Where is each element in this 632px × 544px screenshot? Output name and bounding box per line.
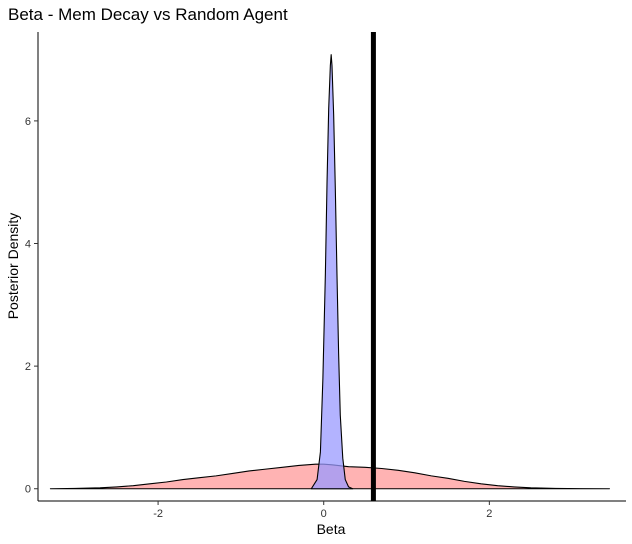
density-series-layer [49,54,610,490]
chart-title: Beta - Mem Decay vs Random Agent [8,5,288,24]
x-tick-label: -2 [153,508,163,520]
y-tick-label: 4 [25,239,31,251]
y-tick-label: 0 [25,484,31,496]
x-axis-ticks: -2 0 2 [153,501,492,520]
x-tick-label: 0 [321,508,327,520]
y-axis-title: Posterior Density [5,213,21,320]
y-axis-ticks: 0 2 4 6 [25,116,38,496]
y-tick-label: 6 [25,116,31,128]
density-area-1 [310,54,354,490]
x-tick-label: 2 [486,508,492,520]
y-tick-label: 2 [25,361,31,373]
x-axis-title: Beta [317,521,346,537]
